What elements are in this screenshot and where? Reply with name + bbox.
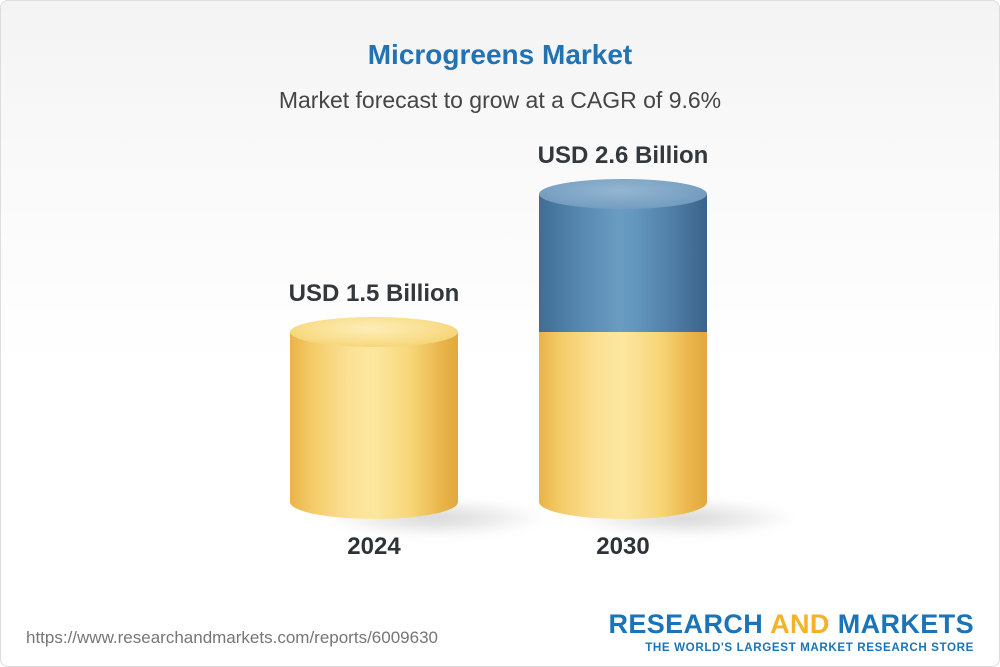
bar-2024-body (290, 331, 458, 519)
logo-word-markets: MARKETS (837, 608, 974, 639)
x-label-2030: 2030 (596, 533, 650, 560)
chart-header: Microgreens Market Market forecast to gr… (1, 39, 999, 114)
page-title: Microgreens Market (367, 39, 633, 70)
x-label-2024: 2024 (347, 533, 401, 560)
logo-word-research: RESEARCH (608, 608, 764, 639)
researchandmarkets-logo: RESEARCH AND MARKETS THE WORLD'S LARGEST… (608, 608, 974, 654)
bar-2030-base-segment (539, 331, 707, 519)
report-url: https://www.researchandmarkets.com/repor… (26, 628, 438, 647)
value-label-2030: USD 2.6 Billion (537, 142, 709, 169)
value-label-2024: USD 1.5 Billion (288, 279, 460, 307)
logo-tagline: THE WORLD'S LARGEST MARKET RESEARCH STOR… (645, 641, 974, 654)
bar-2030-cap (539, 179, 707, 209)
bar-2024-cap (290, 316, 458, 347)
bar-2030-growth-segment (539, 194, 707, 332)
page-subtitle: Market forecast to grow at a CAGR of 9.6… (278, 87, 722, 113)
logo-wordmark: RESEARCH AND MARKETS (608, 608, 974, 639)
logo-word-and: AND (770, 608, 830, 639)
bar-2024 (290, 316, 458, 519)
bar-2030 (539, 179, 707, 519)
